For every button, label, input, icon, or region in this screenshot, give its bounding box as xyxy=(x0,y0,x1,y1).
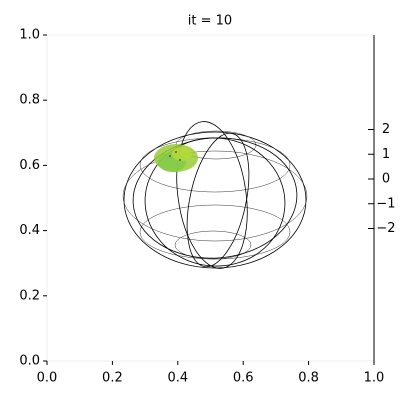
z-tick-label: −1 xyxy=(376,196,395,211)
y-tick-label: 0.0 xyxy=(19,354,40,369)
point-cluster xyxy=(154,144,198,172)
y-tick-label: 1.0 xyxy=(19,28,40,43)
y-tick-label: 0.8 xyxy=(19,93,40,108)
axes-frame xyxy=(46,34,375,362)
z-tick-label: 0 xyxy=(382,172,390,187)
x-tick-label: 0.6 xyxy=(233,371,254,386)
y-tick-label: 0.2 xyxy=(19,288,40,303)
x-tick-label: 0.0 xyxy=(37,371,58,386)
y-tick-label: 0.4 xyxy=(19,223,40,238)
z-tick-label: −2 xyxy=(376,221,395,236)
sphere-wireframe xyxy=(122,121,308,269)
chart-title: it = 10 xyxy=(188,14,232,29)
x-tick-label: 1.0 xyxy=(364,371,385,386)
z-tick-label: 1 xyxy=(382,147,390,162)
x-tick-label: 0.4 xyxy=(167,371,188,386)
y-tick-label: 0.6 xyxy=(19,158,40,173)
x-tick-label: 0.2 xyxy=(102,371,123,386)
z-tick-label: 2 xyxy=(382,122,390,137)
x-tick-label: 0.8 xyxy=(298,371,319,386)
